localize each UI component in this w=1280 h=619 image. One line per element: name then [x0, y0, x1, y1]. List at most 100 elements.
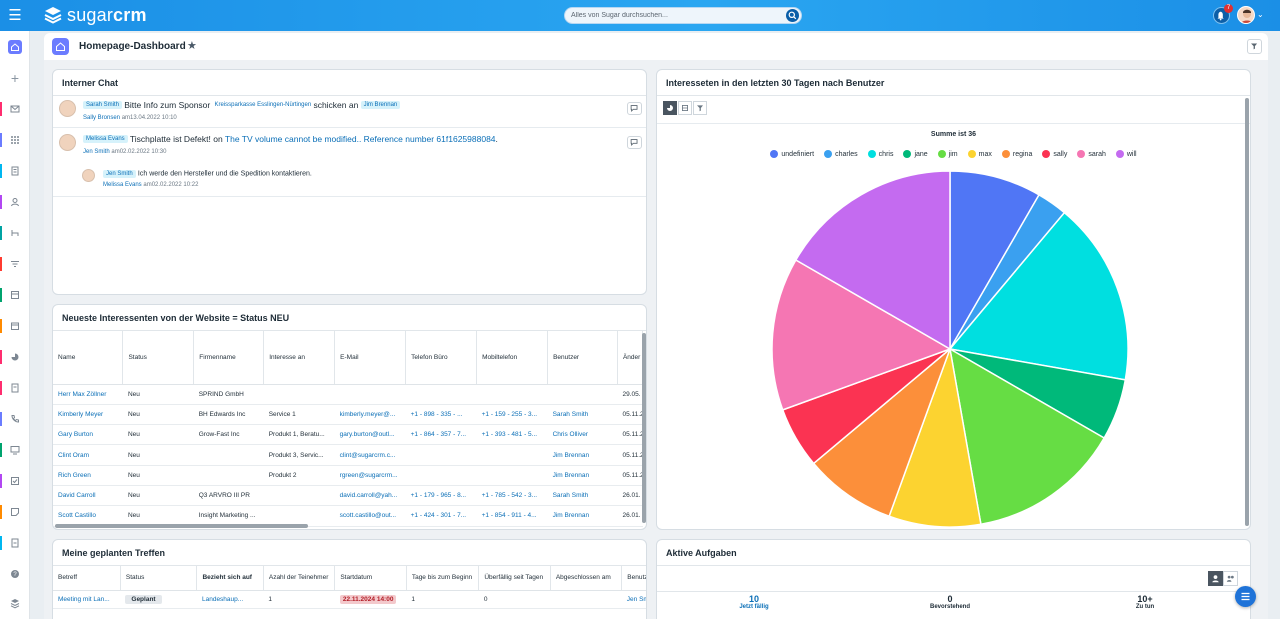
- table-cell[interactable]: Clint Oram: [58, 451, 90, 459]
- sidebar-item-dashboard[interactable]: [0, 129, 30, 151]
- notifications-bell-icon[interactable]: 7: [1213, 4, 1233, 24]
- column-header[interactable]: Benutzer: [621, 566, 646, 591]
- table-cell[interactable]: +1 - 159 - 255 - 3...: [481, 410, 538, 418]
- pie-slice-chris[interactable]: [948, 211, 1129, 381]
- sidebar-item-accounts[interactable]: [0, 160, 30, 182]
- legend-item[interactable]: jane: [903, 150, 928, 158]
- tab-upcoming[interactable]: 0 Bevorstehend: [900, 594, 1000, 610]
- floating-menu-button[interactable]: [1235, 586, 1256, 607]
- legend-item[interactable]: max: [967, 150, 992, 158]
- user-menu-chevron-down-icon[interactable]: ⌄: [1257, 10, 1264, 19]
- search-icon[interactable]: [786, 9, 799, 22]
- column-header[interactable]: Benutzer: [547, 331, 618, 385]
- column-header[interactable]: Änder: [617, 331, 644, 385]
- horizontal-scrollbar[interactable]: [55, 524, 308, 528]
- table-cell[interactable]: Sarah Smith: [552, 492, 589, 500]
- column-header[interactable]: Überfällig seit Tagen: [478, 566, 551, 591]
- column-header[interactable]: Betreff: [53, 566, 121, 591]
- table-cell[interactable]: Jim Brennan: [552, 512, 590, 520]
- column-header[interactable]: Interesse an: [263, 331, 336, 385]
- table-cell[interactable]: david.carroll@yah...: [339, 492, 398, 500]
- sidebar-item-documents[interactable]: [0, 532, 30, 554]
- vertical-scrollbar[interactable]: [1245, 98, 1249, 526]
- account-tag[interactable]: Kreissparkasse Esslingen-Nürtingen: [214, 102, 312, 108]
- user-avatar[interactable]: [1237, 6, 1255, 24]
- column-header[interactable]: Status: [120, 566, 198, 591]
- table-cell[interactable]: David Carroll: [58, 492, 96, 500]
- sidebar-item-layers[interactable]: [0, 592, 30, 614]
- legend-item[interactable]: charles: [824, 150, 858, 158]
- sidebar-item-home[interactable]: [0, 36, 30, 58]
- legend-item[interactable]: regina: [1001, 150, 1032, 158]
- table-row[interactable]: Clint Oram Neu Produkt 3, Servic... clint@s…: [53, 444, 643, 466]
- sidebar-item-calls[interactable]: [0, 408, 30, 430]
- table-row[interactable]: Meeting mit Lan... Geplant Landeshaup... 1 2…: [53, 590, 646, 609]
- hamburger-menu-icon[interactable]: ☰: [8, 7, 22, 24]
- column-header[interactable]: Status: [122, 331, 195, 385]
- tab-due-now[interactable]: 10 Jetzt fällig: [704, 594, 804, 610]
- table-cell[interactable]: Chris Olliver: [552, 431, 588, 439]
- table-cell[interactable]: +1 - 854 - 911 - 4...: [481, 512, 537, 520]
- dashboard-home-icon[interactable]: [52, 38, 69, 55]
- table-cell[interactable]: Kimberly Meyer: [58, 410, 104, 418]
- legend-item[interactable]: will: [1115, 150, 1137, 158]
- table-cell[interactable]: +1 - 393 - 481 - 5...: [481, 431, 538, 439]
- sidebar-item-leads[interactable]: [0, 253, 30, 275]
- table-cell[interactable]: scott.castillo@out...: [339, 512, 397, 520]
- pie-slice-will[interactable]: [794, 170, 951, 351]
- sidebar-item-meetings[interactable]: [0, 439, 30, 461]
- column-header[interactable]: E-Mail: [334, 331, 407, 385]
- reply-comment-icon[interactable]: [627, 102, 642, 115]
- column-header[interactable]: Telefon Büro: [405, 331, 478, 385]
- sidebar-item-create[interactable]: +: [0, 67, 30, 89]
- team-tasks-users-icon[interactable]: [1223, 571, 1238, 586]
- legend-item[interactable]: chris: [867, 150, 893, 158]
- author-tag[interactable]: Sarah Smith: [83, 101, 123, 109]
- meta-user-link[interactable]: Jen Smith: [83, 149, 110, 155]
- sidebar-item-calendar[interactable]: [0, 315, 30, 337]
- pie-slice-sarah[interactable]: [771, 258, 952, 411]
- column-header[interactable]: Azahl der Teinehmer: [263, 566, 336, 591]
- sidebar-item-reports[interactable]: [0, 284, 30, 306]
- table-cell[interactable]: rgreen@sugarcrm...: [339, 471, 398, 479]
- table-row[interactable]: Herr Max Zöllner Neu SPRIND GmbH 29.05.: [53, 384, 643, 405]
- sidebar-item-notes[interactable]: [0, 501, 30, 523]
- table-cell[interactable]: gary.burton@outl...: [339, 431, 395, 439]
- legend-item[interactable]: undefiniert: [770, 150, 814, 158]
- sidebar-item-quotes[interactable]: [0, 377, 30, 399]
- author-tag[interactable]: Melissa Evans: [83, 135, 128, 143]
- table-row[interactable]: Rich Green Neu Produkt 2 rgreen@sugarcrm...…: [53, 465, 643, 486]
- table-cell[interactable]: kimberly.meyer@...: [339, 410, 396, 418]
- legend-item[interactable]: sally: [1042, 150, 1067, 158]
- pie-slice-regina[interactable]: [812, 346, 952, 518]
- pie-chart-view-icon[interactable]: [663, 101, 677, 115]
- chart-filter-icon[interactable]: [693, 101, 707, 115]
- column-header[interactable]: Bezieht sich auf: [196, 566, 264, 591]
- sidebar-item-forecasts[interactable]: [0, 346, 30, 368]
- table-cell[interactable]: Meeting mit Lan...: [58, 595, 110, 603]
- table-cell[interactable]: Rich Green: [58, 471, 91, 479]
- meta-user-link[interactable]: Sally Bronsen: [83, 115, 121, 121]
- column-header[interactable]: Startdatum: [334, 566, 407, 591]
- column-header[interactable]: Name: [53, 331, 124, 385]
- table-cell[interactable]: Gary Burton: [58, 431, 94, 439]
- legend-item[interactable]: sarah: [1077, 150, 1106, 158]
- sidebar-item-opportunities[interactable]: [0, 222, 30, 244]
- table-cell[interactable]: Landeshaup...: [201, 595, 244, 603]
- table-cell[interactable]: +1 - 864 - 357 - 7...: [410, 431, 467, 439]
- favorite-star-icon[interactable]: ★: [187, 40, 197, 52]
- table-cell[interactable]: Scott Castillo: [58, 512, 96, 520]
- table-cell[interactable]: Jim Brennan: [552, 471, 590, 479]
- legend-item[interactable]: jim: [937, 150, 958, 158]
- table-cell[interactable]: +1 - 179 - 965 - 8...: [410, 492, 467, 500]
- sidebar-item-contacts[interactable]: [0, 191, 30, 213]
- table-row[interactable]: David Carroll Neu Q3 ARVRO III PR david.car…: [53, 485, 643, 507]
- global-search-input[interactable]: [565, 8, 775, 23]
- table-cell[interactable]: Herr Max Zöllner: [58, 390, 107, 398]
- list-view-icon[interactable]: [678, 101, 692, 115]
- sidebar-item-emails[interactable]: [0, 98, 30, 120]
- sugarcrm-logo[interactable]: sugarcrm: [44, 5, 147, 25]
- column-header[interactable]: Tage bis zum Beginn: [406, 566, 480, 591]
- dashboard-filter-icon[interactable]: [1247, 39, 1262, 54]
- author-tag[interactable]: Jen Smith: [103, 169, 136, 178]
